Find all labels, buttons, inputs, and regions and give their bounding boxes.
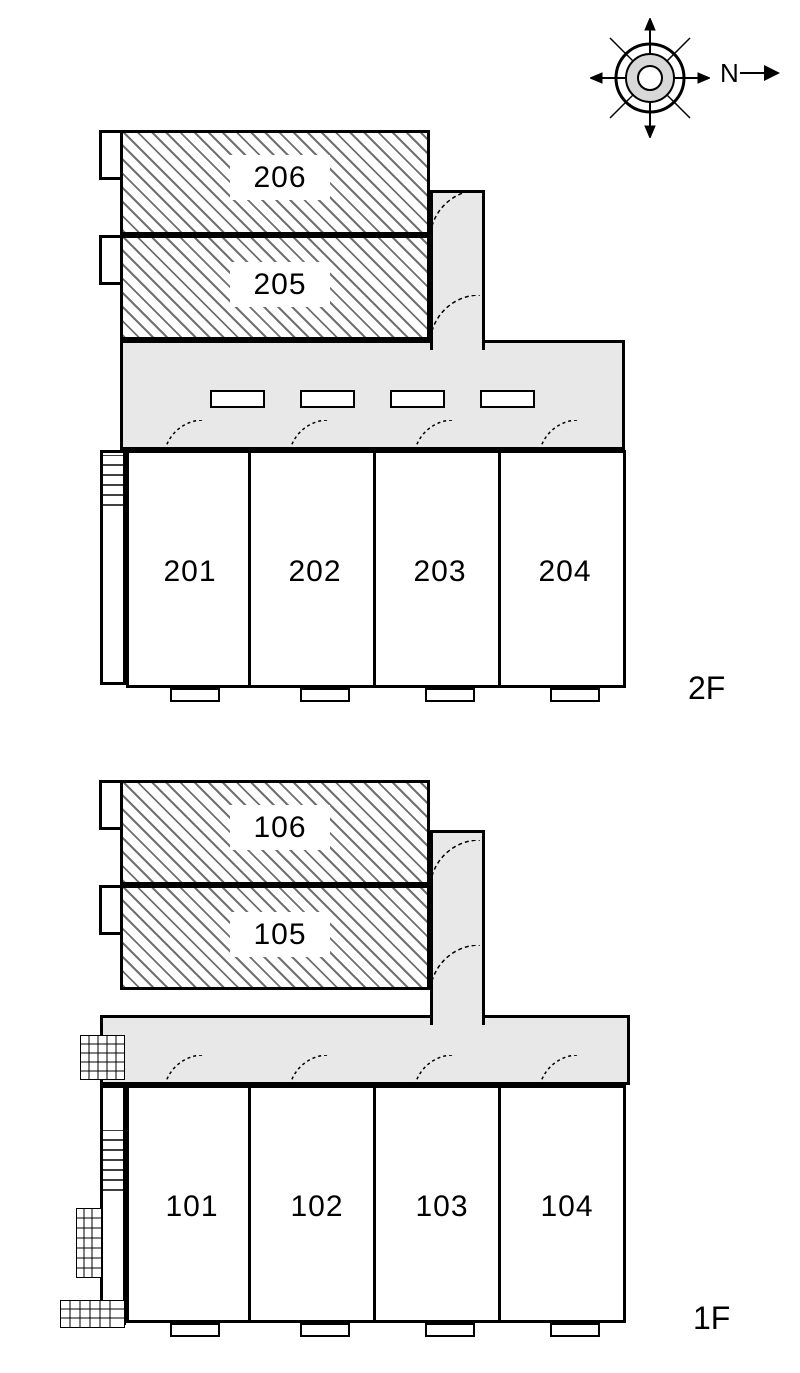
window-box (425, 688, 475, 702)
grid-porch-mid (76, 1208, 102, 1278)
door-arc-icon (290, 1055, 330, 1085)
door-arc-icon (540, 420, 580, 450)
unit-label: 102 (277, 1190, 357, 1224)
unit-label: 201 (150, 555, 230, 589)
unit-label: 202 (275, 555, 355, 589)
stair-lines-icon (103, 1130, 123, 1200)
door-arc-icon (165, 1055, 205, 1085)
window-box (300, 688, 350, 702)
door-arc-icon (290, 420, 330, 450)
unit-label: 106 (230, 805, 330, 850)
window-box (170, 1323, 220, 1337)
grid-porch-top (80, 1035, 125, 1080)
unit-label: 205 (230, 262, 330, 307)
window-box (425, 1323, 475, 1337)
unit-label: 204 (525, 555, 605, 589)
door-arc-icon (430, 190, 480, 240)
corridor-dash (480, 390, 535, 408)
stair-lines-icon (103, 455, 123, 515)
window-box (170, 688, 220, 702)
floor-label-2f: 2F (688, 670, 725, 707)
window-box (550, 688, 600, 702)
grid-porch-bottom (60, 1300, 125, 1328)
corridor-dash (210, 390, 265, 408)
unit-label: 105 (230, 912, 330, 957)
unit-206-closet (99, 130, 123, 180)
compass-label: N (720, 58, 739, 89)
unit-106-closet (99, 780, 123, 830)
corridor-dash (390, 390, 445, 408)
door-arc-icon (430, 840, 480, 890)
window-box (300, 1323, 350, 1337)
window-box (550, 1323, 600, 1337)
unit-label: 203 (400, 555, 480, 589)
door-arc-icon (415, 420, 455, 450)
floor-plan-page: N 206 205 201 202 203 204 (0, 0, 800, 1373)
compass-icon (590, 18, 710, 138)
unit-205-closet (99, 235, 123, 285)
unit-105-closet (99, 885, 123, 935)
north-arrow-icon (740, 58, 780, 88)
door-arc-icon (540, 1055, 580, 1085)
unit-label: 103 (402, 1190, 482, 1224)
corridor-dash (300, 390, 355, 408)
door-arc-icon (430, 945, 480, 995)
door-arc-icon (430, 295, 480, 345)
unit-label: 104 (527, 1190, 607, 1224)
door-arc-icon (165, 420, 205, 450)
stair-1f (100, 1085, 126, 1325)
floor-label-1f: 1F (693, 1300, 730, 1337)
door-arc-icon (415, 1055, 455, 1085)
unit-label: 101 (152, 1190, 232, 1224)
unit-label: 206 (230, 155, 330, 200)
